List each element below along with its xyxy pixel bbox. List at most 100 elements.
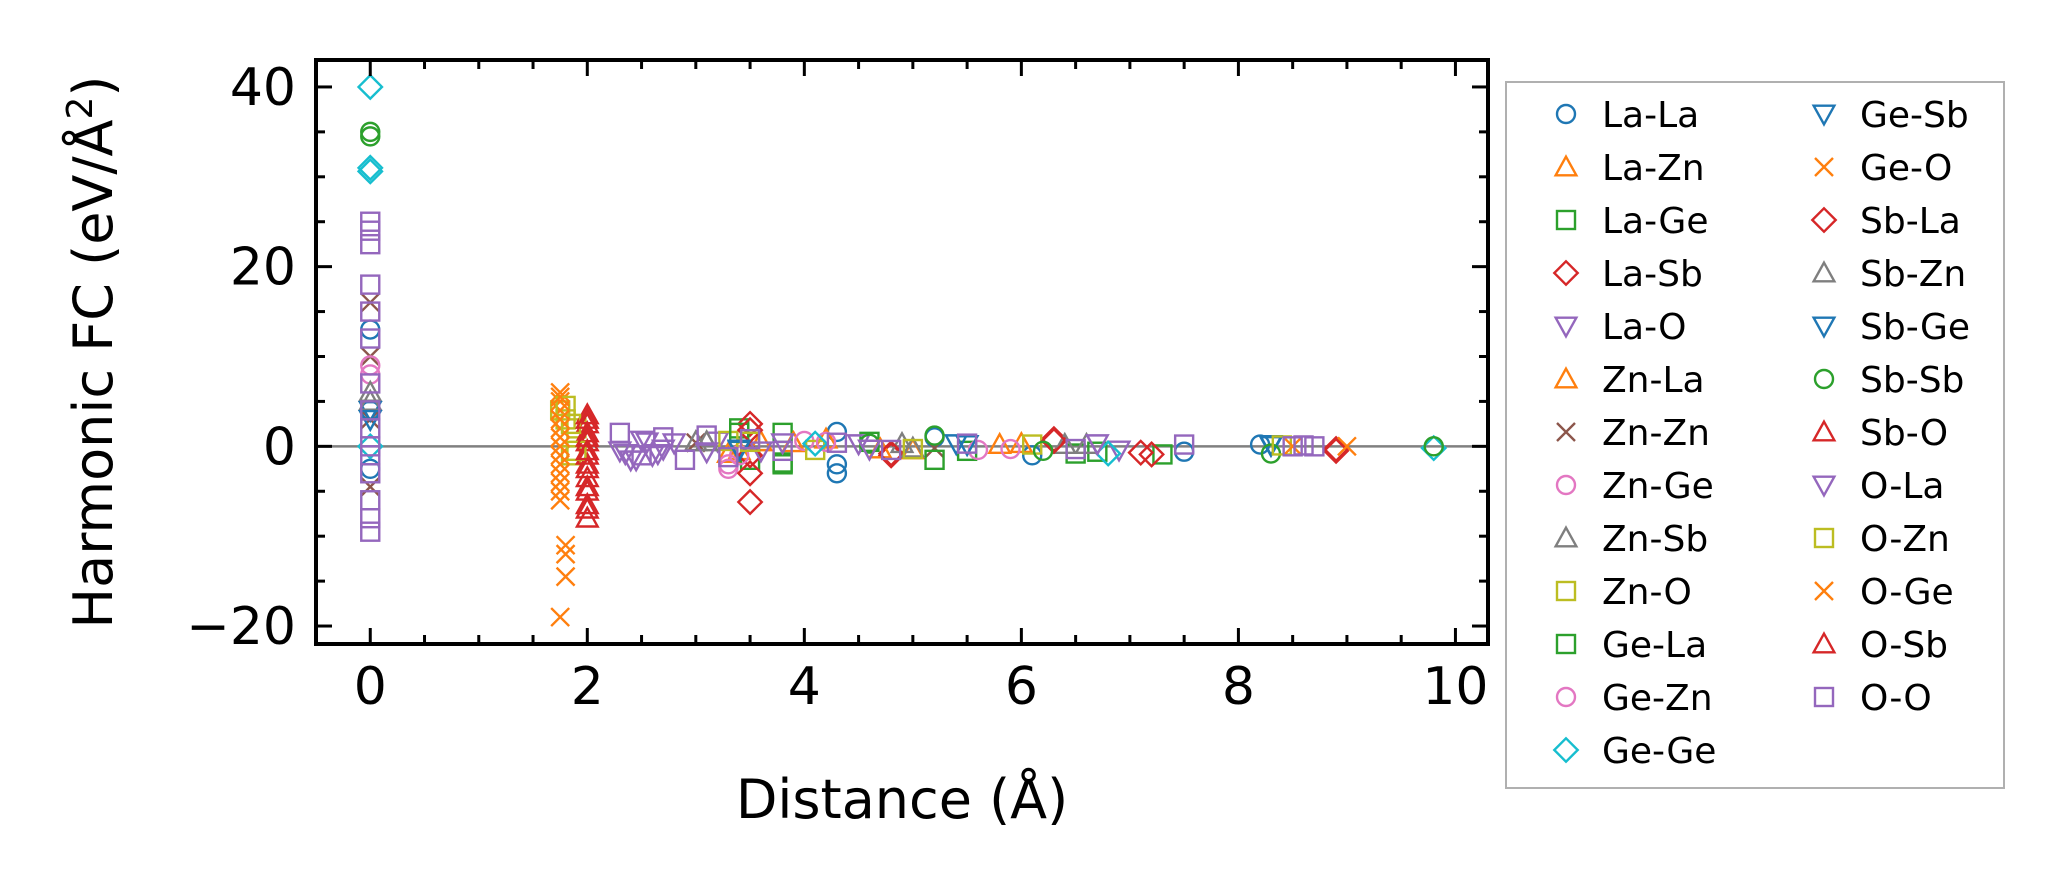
legend-entry: O-O xyxy=(1813,678,1932,719)
legend-entry: O-Zn xyxy=(1813,519,1950,560)
data-point xyxy=(736,410,764,438)
legend-label: O-Zn xyxy=(1860,519,1950,560)
legend-marker xyxy=(1811,260,1837,283)
data-point xyxy=(956,433,978,454)
legend-label: Sb-O xyxy=(1860,413,1948,454)
data-point xyxy=(550,481,571,502)
legend-label: Ge-Zn xyxy=(1602,678,1713,719)
legend-entry: Ge-Sb xyxy=(1811,95,1969,136)
y-axis-label: Harmonic FC (eV/Å2) xyxy=(60,76,125,629)
data-point xyxy=(902,438,924,460)
data-point xyxy=(1040,425,1068,453)
legend-marker xyxy=(1552,259,1580,287)
data-point xyxy=(1040,427,1068,455)
data-point xyxy=(550,472,571,493)
data-point xyxy=(360,301,381,322)
data-point xyxy=(650,439,676,462)
y-tick-label: 40 xyxy=(230,58,296,118)
legend-marker xyxy=(1811,419,1837,442)
legend-entry: La-La xyxy=(1555,95,1699,136)
x-tick-label: 2 xyxy=(571,657,604,717)
data-point xyxy=(1065,438,1086,460)
data-point xyxy=(1052,431,1078,455)
axis-tick-labels: 0 2 4 6 8 10 −20 0 20 40 xyxy=(186,58,1488,717)
legend-marker xyxy=(1810,206,1838,234)
data-point xyxy=(555,566,576,587)
legend-marker xyxy=(1555,633,1577,655)
legend-entry: La-Zn xyxy=(1553,148,1705,189)
legend-label: Ge-Sb xyxy=(1860,95,1969,136)
legend-marker xyxy=(1813,686,1835,708)
data-point xyxy=(815,431,837,453)
data-point xyxy=(1322,435,1350,463)
data-points xyxy=(356,73,1448,627)
data-point xyxy=(574,491,600,515)
data-point xyxy=(640,445,665,469)
data-point xyxy=(1293,435,1314,456)
legend-entry: O-La xyxy=(1811,466,1944,507)
data-point xyxy=(574,442,600,465)
legend-marker xyxy=(1811,316,1837,339)
data-point xyxy=(360,328,381,349)
legend-marker xyxy=(1813,527,1835,549)
legend-entry: La-Sb xyxy=(1552,254,1703,295)
data-point xyxy=(1032,440,1054,462)
legend-label: La-Ge xyxy=(1602,201,1708,242)
data-point xyxy=(900,435,926,458)
data-point xyxy=(550,418,571,439)
data-point xyxy=(356,158,384,185)
legend-label: La-Sb xyxy=(1602,254,1703,295)
legend-label: O-La xyxy=(1860,466,1944,507)
data-point xyxy=(880,439,902,461)
data-point xyxy=(550,490,571,511)
x-tick-label: 4 xyxy=(788,657,821,717)
data-point xyxy=(574,473,600,497)
data-point xyxy=(634,432,660,455)
data-point xyxy=(612,444,638,467)
legend-entry: Sb-O xyxy=(1811,413,1948,454)
x-axis-label: Distance (Å) xyxy=(736,767,1068,831)
y-tick-label: −20 xyxy=(186,597,296,657)
data-point xyxy=(696,425,717,446)
data-point xyxy=(574,451,600,474)
y-axis-label-close: ) xyxy=(62,76,125,97)
legend-entry: Ge-O xyxy=(1814,148,1952,189)
legend-label: Sb-Sb xyxy=(1860,360,1964,401)
legend-label: Zn-Ge xyxy=(1602,466,1714,507)
data-point xyxy=(360,508,381,529)
legend-marker xyxy=(1555,103,1577,125)
data-point xyxy=(550,607,571,627)
data-point xyxy=(1138,441,1165,468)
data-point xyxy=(1423,436,1444,457)
legend-marker xyxy=(1556,422,1576,442)
legend-entry: Ge-Zn xyxy=(1555,678,1713,719)
legend-entry: Sb-La xyxy=(1810,201,1961,242)
data-point xyxy=(1322,437,1350,465)
legend-label: Sb-Ge xyxy=(1860,307,1970,348)
data-point xyxy=(629,430,654,453)
legend-marker xyxy=(1814,581,1834,601)
data-point xyxy=(550,409,571,430)
data-point xyxy=(748,429,774,452)
y-axis-label-superscript: 2 xyxy=(60,97,101,120)
data-point xyxy=(1337,436,1357,457)
data-point xyxy=(356,73,384,101)
legend-marker xyxy=(1555,209,1577,231)
legend-marker xyxy=(1813,368,1835,390)
data-point xyxy=(574,496,600,519)
data-point xyxy=(718,446,739,468)
data-point xyxy=(1022,434,1043,455)
legend-marker xyxy=(1555,686,1577,708)
data-point xyxy=(360,521,381,542)
legend-label: O-Ge xyxy=(1860,572,1954,613)
data-point xyxy=(631,445,652,466)
legend-entry: Zn-La xyxy=(1553,360,1705,401)
data-point xyxy=(694,429,720,452)
data-point xyxy=(1304,436,1325,457)
legend-label: La-O xyxy=(1602,307,1686,348)
legend-entry: Zn-O xyxy=(1555,572,1692,613)
data-point xyxy=(826,463,848,484)
legend-entry: Sb-Zn xyxy=(1811,254,1966,295)
legend-entry: Ge-La xyxy=(1555,625,1707,666)
legend: La-La La-Zn La-Ge La-Sb La-O Zn-La Zn-Zn Zn-Ge Z… xyxy=(1552,95,1970,772)
